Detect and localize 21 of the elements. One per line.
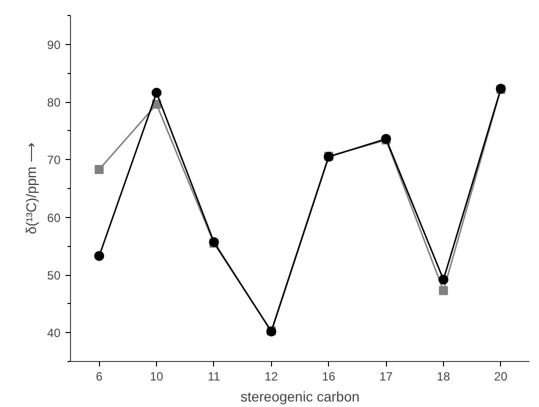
y-tick-label: 80 xyxy=(47,96,61,110)
x-tick-label: 20 xyxy=(494,370,508,384)
y-tick-label: 70 xyxy=(47,153,61,168)
x-tick-label: 18 xyxy=(436,370,450,384)
point xyxy=(152,88,162,98)
x-tick-label: 6 xyxy=(96,370,103,384)
x-tick-label: 16 xyxy=(322,370,336,384)
y-tick-label: 90 xyxy=(47,38,61,52)
point xyxy=(438,286,448,296)
y-axis-title: δ(¹³C)/ppm ⟶ xyxy=(23,142,40,234)
x-tick-label: 17 xyxy=(379,370,394,384)
point xyxy=(94,164,104,174)
x-tick-label: 11 xyxy=(208,370,220,384)
point xyxy=(94,250,104,261)
x-tick-label: 12 xyxy=(264,370,278,384)
y-tick-label: 40 xyxy=(47,326,61,340)
x-tick-label: 10 xyxy=(150,370,164,384)
y-tick-label: 50 xyxy=(47,268,61,282)
y-tick-label: 60 xyxy=(47,210,61,225)
point xyxy=(438,274,448,285)
x-axis-title: stereogenic carbon xyxy=(240,388,360,404)
